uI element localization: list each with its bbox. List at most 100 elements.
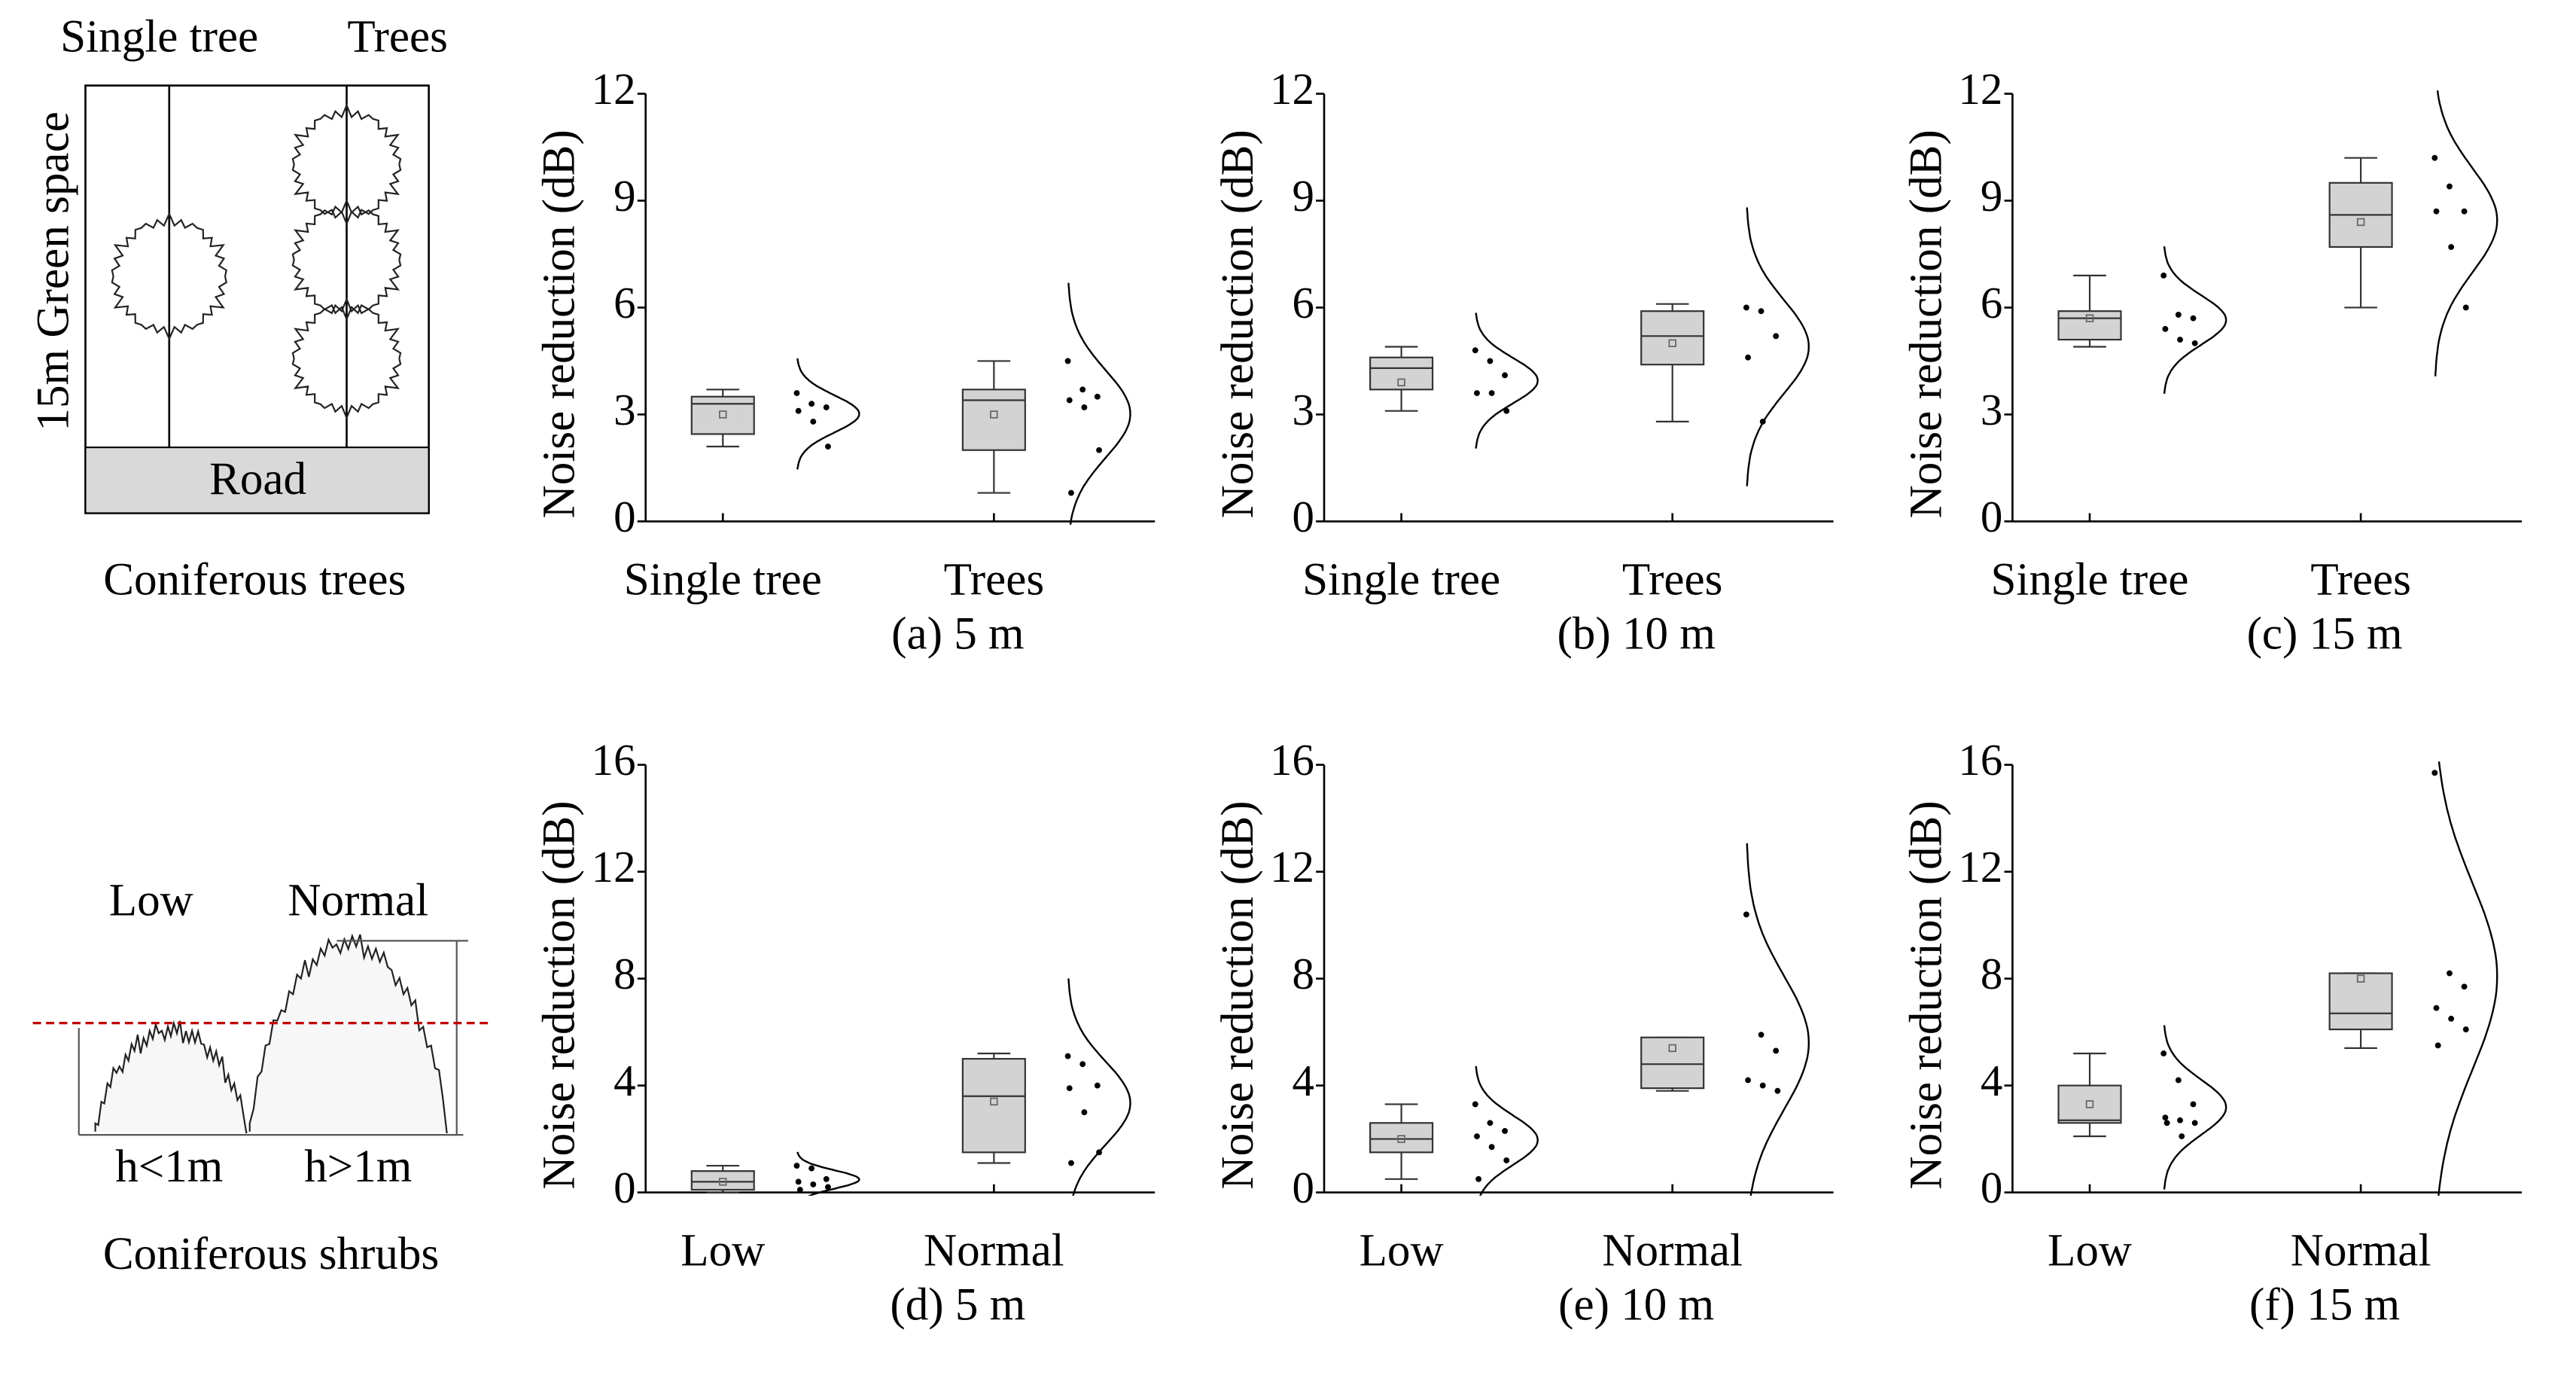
x-tick-label: Low — [2048, 1226, 2132, 1276]
data-point — [1503, 407, 1510, 414]
box — [2328, 972, 2393, 1031]
y-axis-label: Noise reduction (dB) — [534, 130, 585, 518]
data-point — [795, 1178, 802, 1185]
y-tick-label: 0 — [1981, 492, 2002, 541]
data-point — [2433, 1005, 2440, 1011]
diagram-caption: Coniferous shrubs — [103, 1229, 439, 1279]
data-point — [2462, 304, 2469, 311]
y-tick-label: 0 — [1981, 1163, 2002, 1212]
data-point — [2448, 1015, 2455, 1022]
y-tick-label: 0 — [1292, 1163, 1314, 1212]
data-point — [823, 404, 830, 410]
data-point — [1758, 308, 1765, 315]
data-point — [2434, 1042, 2441, 1049]
data-point — [2433, 208, 2440, 215]
data-point — [2177, 1117, 2183, 1123]
y-tick-label: 3 — [1292, 385, 1314, 434]
data-point — [1745, 354, 1751, 361]
data-point — [2191, 1120, 2198, 1127]
box — [690, 1170, 755, 1191]
x-tick-label: Single tree — [624, 554, 822, 605]
x-tick-label: Low — [1360, 1226, 1444, 1276]
y-tick-label: 3 — [1981, 385, 2002, 434]
data-point — [1488, 390, 1495, 396]
mean — [719, 410, 727, 419]
diagram-label: h>1m — [304, 1142, 412, 1192]
y-tick-label: 9 — [614, 171, 635, 221]
data-point — [1472, 347, 1478, 354]
data-point — [1067, 1160, 1074, 1166]
distribution-curve — [2163, 1025, 2227, 1190]
y-tick-label: 8 — [1981, 949, 2002, 998]
data-point — [795, 407, 802, 414]
x-tick-label: Trees — [2310, 554, 2411, 605]
data-point — [1064, 358, 1071, 364]
data-point — [1759, 1082, 1766, 1089]
data-point — [2190, 1101, 2197, 1108]
diagram-label: 15m Green space — [28, 111, 78, 431]
x-tick-label: Low — [681, 1226, 765, 1276]
data-point — [1503, 1157, 1510, 1163]
distribution-curve — [1067, 978, 1131, 1196]
panel-caption: (a) 5 m — [891, 608, 1024, 659]
mean — [990, 1097, 998, 1106]
box — [1640, 1036, 1705, 1090]
shrub — [94, 1020, 248, 1134]
x-tick-label: Single tree — [1991, 554, 2189, 605]
data-point — [1472, 1101, 1478, 1108]
data-point — [2191, 340, 2198, 346]
data-point — [1067, 489, 1074, 496]
y-tick-label: 4 — [1981, 1056, 2002, 1105]
distribution-curve — [2434, 90, 2498, 377]
y-tick-label: 0 — [1292, 492, 1314, 541]
distribution-curve — [796, 358, 860, 470]
mean — [2356, 974, 2365, 983]
diagram-label: Single tree — [60, 12, 258, 62]
data-point — [1066, 397, 1073, 404]
y-tick-label: 6 — [1292, 278, 1314, 328]
distribution-curve — [1746, 843, 1810, 1196]
y-tick-label: 6 — [1981, 278, 2002, 328]
panel-caption: (c) 15 m — [2247, 608, 2403, 659]
tree-crown — [291, 102, 402, 226]
data-point — [2177, 337, 2183, 343]
y-axis-label: Noise reduction (dB) — [1213, 800, 1263, 1189]
data-point — [796, 1187, 803, 1193]
data-point — [1081, 404, 1088, 410]
distribution-curve — [2437, 761, 2498, 1196]
data-point — [2179, 1133, 2185, 1139]
data-point — [1487, 1120, 1494, 1127]
distribution-curve — [2163, 246, 2227, 395]
distribution-curve — [1475, 1066, 1539, 1196]
box — [961, 389, 1026, 451]
mean — [1397, 378, 1405, 387]
distribution-curve — [796, 1151, 860, 1196]
y-axis-label: Noise reduction (dB) — [1901, 130, 1951, 518]
data-point — [1094, 1082, 1101, 1089]
data-point — [1079, 1061, 1086, 1068]
diagram-label: h<1m — [115, 1142, 223, 1192]
data-point — [2160, 1050, 2167, 1056]
box — [690, 395, 755, 435]
y-tick-label: 8 — [614, 949, 635, 998]
data-point — [1081, 1109, 1088, 1116]
x-tick-label: Trees — [1622, 554, 1723, 605]
diagram-caption: Coniferous trees — [103, 554, 406, 605]
data-point — [2162, 325, 2169, 332]
data-point — [1474, 1133, 1480, 1139]
data-point — [1066, 1085, 1073, 1092]
data-point — [2431, 770, 2438, 776]
shrubs-diagram: Low Normal h<1m h>1m Coniferous shrubs — [32, 875, 493, 1279]
road — [84, 447, 430, 514]
data-point — [810, 1181, 817, 1188]
data-point — [1773, 1047, 1780, 1054]
mean — [1668, 1044, 1676, 1053]
panel-caption: (e) 10 m — [1558, 1280, 1714, 1331]
data-point — [1774, 1087, 1781, 1094]
data-point — [825, 444, 831, 450]
data-point — [793, 390, 800, 396]
data-point — [2160, 272, 2167, 279]
